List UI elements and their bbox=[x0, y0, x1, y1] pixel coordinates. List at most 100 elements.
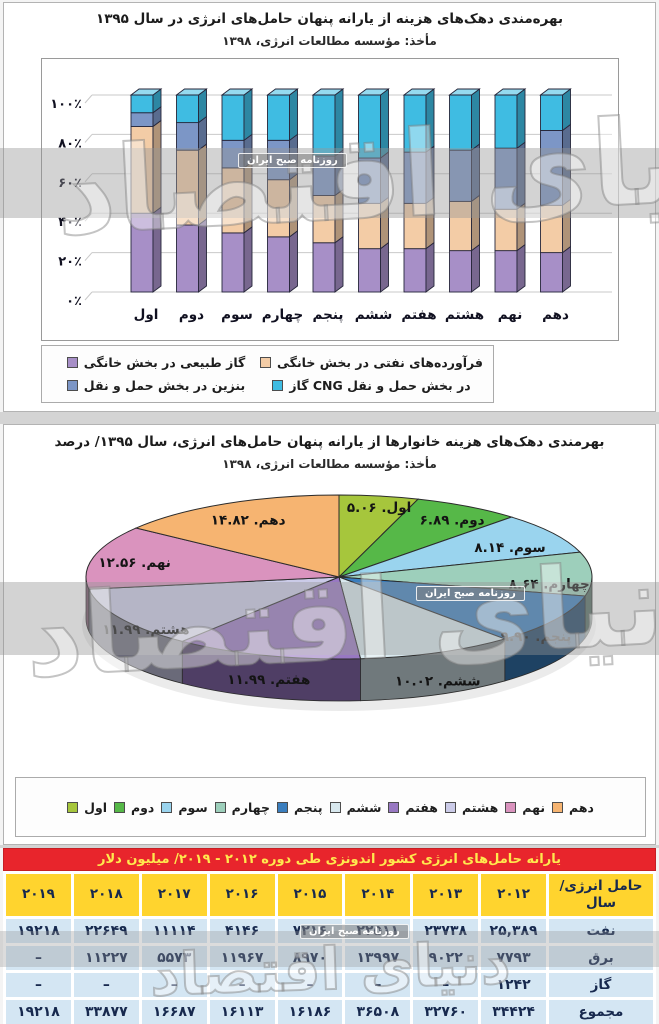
x-axis-label: هفتم bbox=[401, 307, 436, 323]
gridline-tick bbox=[84, 291, 93, 301]
bar-chart-legend: فرآورده‌های نفتی در بخش خانگی گاز طبیعی د… bbox=[42, 346, 493, 402]
legend-label: بنزین در بخش حمل و نقل bbox=[83, 377, 246, 393]
legend-swatch-icon bbox=[444, 801, 456, 813]
pie-label-اول: اول. ۵.۰۶ bbox=[347, 500, 411, 516]
bar-chart-legend-box: فرآورده‌های نفتی در بخش خانگی گاز طبیعی د… bbox=[41, 345, 494, 403]
bar-chart-source: مأخذ: مؤسسه مطالعات انرژی، ۱۳۹۸ bbox=[222, 34, 437, 48]
bar-segment-side bbox=[289, 229, 298, 293]
table-cell: – bbox=[413, 972, 479, 997]
bar-segment-پنجم bbox=[312, 155, 336, 196]
bar-segment-دوم bbox=[176, 149, 199, 226]
table-cell: – bbox=[209, 972, 275, 997]
bar-segment-نهم bbox=[494, 208, 518, 252]
legend-label: چهارم bbox=[231, 799, 270, 815]
bar-top-face bbox=[311, 88, 345, 96]
x-axis-label: چهارم bbox=[262, 307, 303, 323]
legend-label: ششم bbox=[346, 799, 382, 815]
table-cell: ۸۹۷۰ bbox=[277, 945, 343, 970]
bar-segment-side bbox=[334, 88, 344, 157]
bar-segment-side bbox=[471, 143, 480, 203]
pie-label-چهارم: چهارم. ۸.۶۴ bbox=[509, 577, 590, 593]
pie-label-پنجم: پنجم. ۹.۹۰ bbox=[501, 629, 572, 645]
gridline-tick bbox=[84, 173, 93, 183]
table-row-label: نفت bbox=[549, 918, 653, 943]
bar-segment-ششم bbox=[358, 94, 381, 159]
x-axis-label: نهم bbox=[498, 307, 523, 323]
bar-segment-side bbox=[289, 88, 298, 142]
pie-legend-item: هفتم bbox=[388, 800, 438, 815]
pie-legend-item: اول bbox=[67, 800, 107, 815]
bar-segment-دهم bbox=[540, 252, 563, 293]
bar-segment-هفتم bbox=[403, 94, 427, 153]
bar-segment-ششم bbox=[358, 248, 381, 293]
legend-label: فرآورده‌های نفتی در بخش خانگی bbox=[277, 355, 483, 371]
table-cell: ۷۲۱۶ bbox=[277, 918, 343, 943]
bar-segment-side bbox=[380, 196, 389, 250]
bar-segment-هفتم bbox=[403, 248, 427, 293]
table-cell: ۷۷۹۳ bbox=[481, 945, 546, 970]
legend-swatch-icon bbox=[388, 801, 400, 813]
pie-legend-item: ششم bbox=[329, 799, 382, 815]
table-title-bar: یارانه حامل‌های انرژی کشور اندونزی طی دو… bbox=[3, 848, 656, 871]
panel-divider-1 bbox=[0, 412, 659, 424]
table-header-cell: ۲۰۱۶ bbox=[209, 874, 275, 916]
legend-swatch-icon bbox=[66, 357, 78, 369]
table-row: گاز ۱۲۴۲– – – – – – – bbox=[6, 972, 653, 997]
pie-chart-source: مأخذ: مؤسسه مطالعات انرژی، ۱۳۹۸ bbox=[222, 457, 437, 471]
bar-segment-دهم bbox=[540, 204, 563, 254]
pie-label-دوم: دوم. ۶.۸۹ bbox=[420, 513, 485, 529]
bar-chart-box: ۰٪ ۲۰٪ ۴۰٪ ۶۰٪ ۸۰٪ ۱۰۰٪ اول دوم سوم چهارم پنجم ششم ه… bbox=[41, 58, 619, 341]
bar-segment-side bbox=[243, 160, 253, 234]
legend-swatch-icon bbox=[260, 357, 272, 369]
table-header-cell: ۲۰۱۹ bbox=[6, 874, 71, 916]
bar-segment-side bbox=[562, 88, 571, 132]
bar-segment-پنجم bbox=[312, 195, 336, 244]
bar-segment-دهم bbox=[540, 94, 563, 131]
table-cell: ۲۲۵۱۱ bbox=[345, 918, 411, 943]
table-cell: ۳۴۴۲۴ bbox=[481, 999, 546, 1024]
pie-slice-سوم bbox=[338, 516, 582, 578]
legend-swatch-icon bbox=[66, 379, 78, 391]
table-row-label: مجموع bbox=[549, 999, 653, 1024]
bar-segment-هفتم bbox=[403, 202, 427, 250]
table-row: مجموع ۳۴۴۲۴ ۳۲۷۶۰ ۳۶۵۰۸ ۱۶۱۸۶ ۱۶۱۱۳ ۱۶۶۸۷ ۳۳۸۷۷… bbox=[6, 999, 653, 1024]
bar-segment-side bbox=[380, 88, 389, 159]
table-header-cell: ۲۰۱۷ bbox=[141, 874, 207, 916]
subsidy-table: حامل انرژی/ سال ۲۰۱۲ ۲۰۱۳ ۲۰۱۴ ۲۰۱۵ ۲۰۱۶ ۲۰۱۷ ۲… bbox=[3, 871, 656, 1024]
legend-label: گاز CNG در بخش حمل و نقل bbox=[289, 377, 471, 393]
legend-swatch-icon bbox=[276, 801, 288, 813]
pie-slice-هشتم bbox=[88, 576, 340, 642]
bar-segment-چهارم bbox=[267, 139, 290, 181]
legend-label: نهم bbox=[522, 799, 546, 815]
legend-label: هشتم bbox=[461, 799, 499, 815]
pie-slice-ششم bbox=[338, 576, 507, 660]
bar-segment-side bbox=[471, 194, 480, 252]
pie-legend-item: نهم bbox=[505, 800, 545, 815]
bar-segment-سوم bbox=[221, 167, 245, 234]
bar-top-face bbox=[539, 88, 572, 96]
pie-legend-item: چهارم bbox=[214, 799, 270, 815]
bar-segment-side bbox=[425, 145, 435, 205]
bar-segment-اول bbox=[130, 94, 154, 114]
table-cell: ۱۹۲۱۸ bbox=[6, 918, 71, 943]
pie-legend-item: هشتم bbox=[444, 799, 499, 815]
table-row-label: گاز bbox=[549, 972, 653, 997]
table-cell: ۱۱۹۶۷ bbox=[209, 945, 275, 970]
legend-swatch-icon bbox=[329, 801, 341, 813]
table-header-cell: ۲۰۱۲ bbox=[481, 874, 546, 916]
bar-segment-هشتم bbox=[449, 94, 472, 151]
legend-label: پنجم bbox=[293, 799, 323, 815]
bar-top-face bbox=[448, 88, 481, 96]
legend-label: دهم bbox=[569, 799, 594, 815]
table-body: نفت ۲۵,۳۸۹ ۲۳۷۳۸ ۲۲۵۱۱ ۷۲۱۶ ۴۱۴۶ ۱۱۱۱۴ ۲۲۶۴۹ ۱۹۲… bbox=[6, 918, 653, 1024]
bar-top-face bbox=[357, 88, 390, 96]
pie-label-ششم: ششم. ۱۰.۰۲ bbox=[395, 673, 481, 689]
bar-segment-side bbox=[198, 143, 207, 226]
bar-segment-پنجم bbox=[312, 242, 336, 293]
pie-chart-panel: بهرمندی دهک‌های هزینه خانوارها از یارانه… bbox=[3, 424, 656, 845]
table-cell: ۲۲۶۴۹ bbox=[73, 918, 139, 943]
bar-segment-side bbox=[152, 206, 162, 293]
bar-segment-side bbox=[425, 196, 435, 250]
table-cell: ۱۱۲۲۷ bbox=[73, 945, 139, 970]
legend-label: سوم bbox=[178, 799, 208, 815]
